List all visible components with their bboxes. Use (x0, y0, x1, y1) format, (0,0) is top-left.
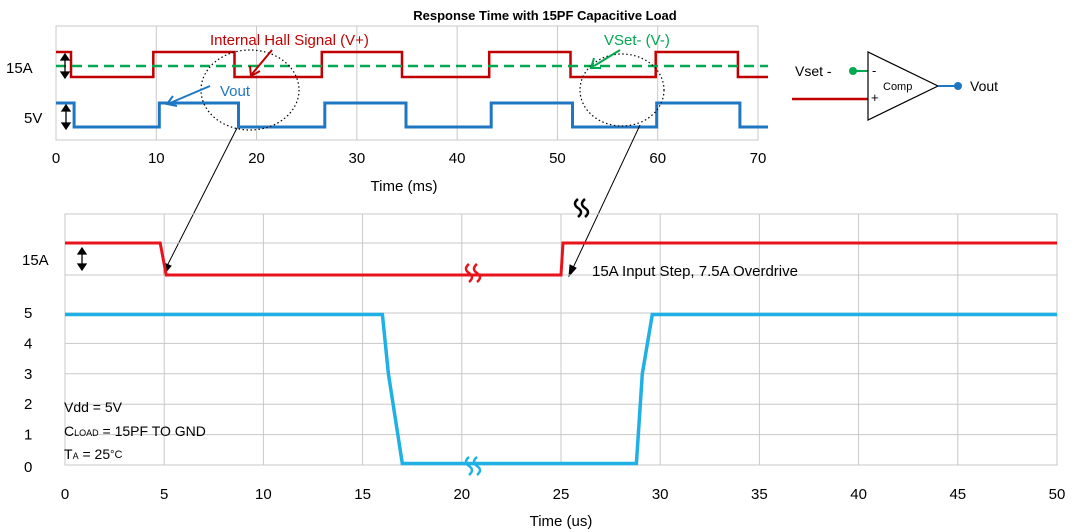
cload-suffix: = 15PF TO GND (99, 423, 206, 439)
bottom-x-tick-label: 0 (61, 486, 69, 503)
vout-label: Vout (970, 78, 998, 94)
bottom-x-tick-label: 5 (160, 486, 168, 503)
top-x-tick-label: 70 (750, 150, 767, 167)
top-x-tick-label: 20 (248, 150, 265, 167)
annotation-input-step: 15A Input Step, 7.5A Overdrive (592, 263, 798, 280)
bottom-y-tick-label: 1 (24, 427, 32, 444)
axis-break-symbols (464, 198, 590, 476)
top-x-tick-label: 10 (148, 150, 165, 167)
comparator-minus: - (872, 63, 876, 78)
bottom-x-tick-label: 40 (850, 486, 867, 503)
test-conditions: Vdd = 5V CLOAD = 15PF TO GND TA = 25°C (64, 399, 206, 462)
vset-node (849, 67, 857, 75)
cload-prefix: C (64, 423, 74, 439)
vout-node (954, 82, 962, 90)
condition-vdd: Vdd = 5V (64, 399, 123, 415)
annotation-hall-signal: Internal Hall Signal (V+) (210, 32, 369, 49)
zoom-connectors (163, 124, 641, 278)
comparator-triangle (867, 51, 940, 121)
bottom-series (65, 241, 1057, 466)
condition-cload: CLOAD = 15PF TO GND (64, 423, 206, 439)
bottom-y-tick-label: 5 (24, 305, 32, 322)
comparator-diagram: Vset - - + Comp Vout (792, 51, 998, 121)
bottom-y-label-15a: 15A (22, 252, 49, 269)
bottom-x-tick-label: 45 (949, 486, 966, 503)
top-amplitude-arrows (59, 52, 72, 131)
cload-subscript: LOAD (74, 428, 99, 438)
top-y-label-5v: 5V (24, 110, 42, 127)
bottom-y-tick-label: 0 (24, 459, 32, 476)
series-vout (65, 312, 1057, 466)
top-x-tick-label: 30 (349, 150, 366, 167)
bottom-x-tick-label: 50 (1049, 486, 1066, 503)
zoom-circle-falling (200, 49, 300, 131)
bottom-x-tick-label: 10 (255, 486, 272, 503)
bottom-x-tick-label: 35 (751, 486, 768, 503)
top-y-label-15a: 15A (6, 60, 33, 77)
top-x-axis-label: Time (ms) (371, 178, 438, 195)
ta-suffix: = 25 (79, 446, 111, 462)
series-hall-signal (56, 50, 768, 79)
bottom-x-ticks: 0 5 10 15 20 25 30 35 40 45 50 (61, 486, 1066, 503)
comparator-plus: + (871, 90, 879, 105)
bottom-x-tick-label: 20 (453, 486, 470, 503)
ta-prefix: T (64, 446, 73, 462)
condition-ta: TA = 25°C (64, 446, 123, 462)
series-vout (56, 101, 768, 129)
series-hall-signal (65, 241, 1057, 277)
bottom-x-axis-label: Time (us) (530, 513, 593, 530)
vset-label: Vset - (795, 63, 832, 79)
bottom-y-tick-label: 2 (24, 396, 32, 413)
top-x-tick-label: 0 (52, 150, 60, 167)
top-x-tick-label: 40 (449, 150, 466, 167)
comparator-label: Comp (883, 81, 912, 93)
annotation-pointers (165, 49, 621, 107)
bottom-amplitude-arrow (76, 246, 88, 272)
ta-subscript: A (73, 451, 79, 461)
bottom-y-tick-label: 4 (24, 335, 32, 352)
top-grid (55, 25, 759, 141)
top-x-tick-label: 60 (649, 150, 666, 167)
bottom-y-tick-label: 3 (24, 366, 32, 383)
top-series (56, 50, 769, 129)
annotation-vout: Vout (220, 83, 251, 100)
bottom-x-tick-label: 15 (354, 486, 371, 503)
bottom-y-ticks: 0 1 2 3 4 5 (24, 305, 32, 476)
top-x-tick-label: 50 (549, 150, 566, 167)
zoom-circle-rising (579, 53, 665, 127)
top-chart: Response Time with 15PF Capacitive Load … (6, 8, 769, 195)
annotation-vset: VSet- (V-) (604, 32, 670, 49)
chart-title: Response Time with 15PF Capacitive Load (413, 8, 677, 23)
bottom-x-tick-label: 30 (652, 486, 669, 503)
top-x-ticks: 0 10 20 30 40 50 60 70 (52, 150, 767, 167)
bottom-x-tick-label: 25 (553, 486, 570, 503)
ta-unit: °C (110, 449, 122, 461)
